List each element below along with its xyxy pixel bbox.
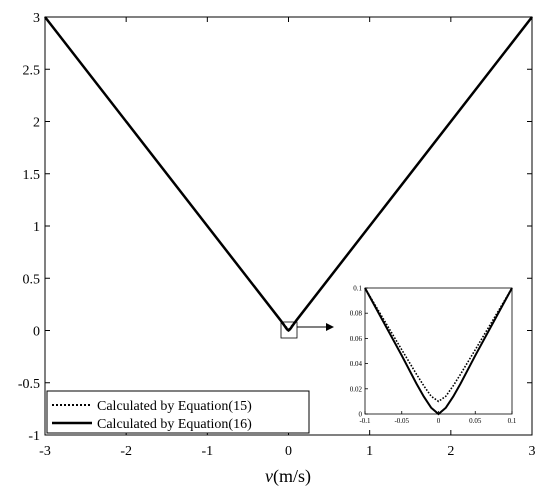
inset-y-tick-label: 0.1	[353, 285, 362, 293]
inset-y-tick-label: 0.02	[350, 385, 363, 393]
x-tick-label: 1	[366, 444, 373, 459]
x-axis-label: v(m/s)	[265, 466, 311, 487]
y-tick-label: -0.5	[18, 377, 40, 392]
x-tick-label: 0	[285, 444, 292, 459]
inset-y-tick-label: 0.06	[350, 335, 363, 343]
x-tick-label: 3	[529, 444, 536, 459]
inset-x-tick-label: -0.1	[359, 417, 371, 425]
series-line-main-eq15	[44, 16, 533, 331]
inset-x-tick-label: 0.1	[508, 417, 517, 425]
inset-background	[365, 288, 512, 414]
y-tick-label: 0.5	[23, 272, 41, 287]
zoom-box	[280, 321, 298, 339]
main-ticks: -3 -2 -1 0 1 2 3 -1 -0.5 0 0.5 1 1.5 2 2.5 3	[18, 11, 536, 459]
legend-box	[46, 390, 310, 434]
y-tick-label: 0	[33, 325, 40, 340]
y-tick-label: 3	[33, 11, 40, 26]
legend-label-eq16: Calculated by Equation(16)	[97, 417, 252, 432]
main-lines	[44, 16, 533, 332]
legend-label-eq15: Calculated by Equation(15)	[97, 399, 252, 414]
inset-ticks: -0.1 -0.05 0 0.05 0.1 0 0.02 0.04 0.06 0.08 0.1	[350, 285, 517, 426]
y-tick-label: 1.5	[23, 168, 41, 183]
x-axis-label-unit: (m/s)	[273, 466, 311, 487]
inset-x-tick-label: 0.05	[469, 417, 482, 425]
inset-x-tick-label: 0	[437, 417, 441, 425]
x-axis-label-symbol: v	[265, 466, 273, 486]
inset-y-tick-label: 0.08	[350, 310, 363, 318]
inset-y-tick-label: 0	[359, 411, 363, 419]
inset-y-tick-label: 0.04	[350, 360, 363, 368]
x-tick-label: -2	[120, 444, 132, 459]
zoom-arrow-head	[326, 323, 334, 331]
series-line-inset-eq15	[364, 287, 513, 403]
y-tick-label: -1	[28, 429, 40, 444]
y-tick-label: 2.5	[23, 63, 41, 78]
inset-x-tick-label: -0.05	[394, 417, 409, 425]
series-line-main-eq16	[44, 16, 533, 332]
legend: Calculated by Equation(15) Calculated by…	[46, 390, 310, 434]
x-tick-label: 2	[447, 444, 454, 459]
y-tick-label: 2	[33, 116, 40, 131]
x-tick-label: -3	[39, 444, 51, 459]
y-tick-label: 1	[33, 220, 40, 235]
x-tick-label: -1	[201, 444, 213, 459]
